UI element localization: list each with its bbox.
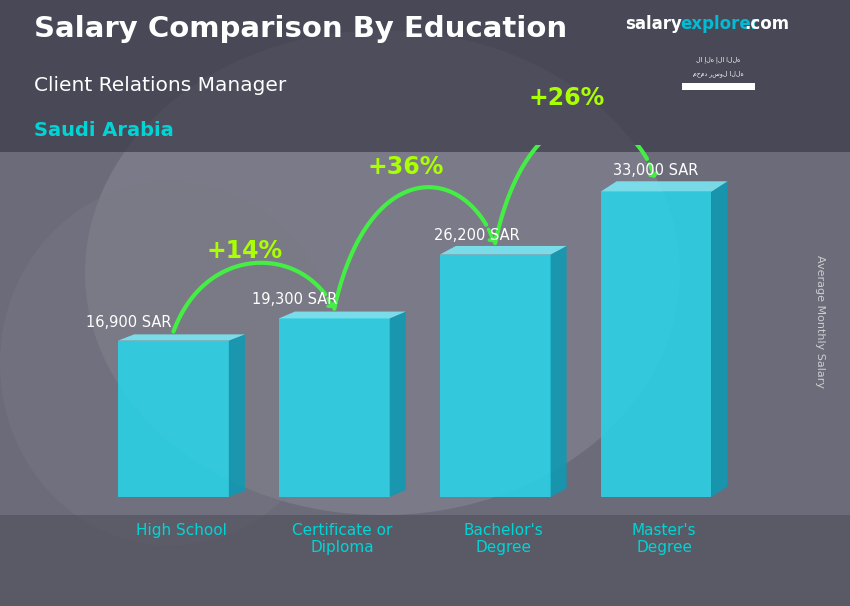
Polygon shape <box>279 318 389 497</box>
Text: Master's
Degree: Master's Degree <box>632 523 696 555</box>
Text: 19,300 SAR: 19,300 SAR <box>252 292 337 307</box>
Bar <box>0 515 850 606</box>
Text: Salary Comparison By Education: Salary Comparison By Education <box>34 15 567 43</box>
Bar <box>683 83 755 90</box>
Text: 33,000 SAR: 33,000 SAR <box>614 163 699 178</box>
Text: Average Monthly Salary: Average Monthly Salary <box>815 255 825 388</box>
Text: +14%: +14% <box>207 239 283 264</box>
Polygon shape <box>118 341 229 497</box>
Polygon shape <box>389 311 405 497</box>
Polygon shape <box>439 255 551 497</box>
Text: Bachelor's
Degree: Bachelor's Degree <box>463 523 543 555</box>
Text: لا إله إلا الله: لا إله إلا الله <box>696 57 741 64</box>
Text: .com: .com <box>745 15 790 33</box>
Text: +36%: +36% <box>367 155 444 179</box>
Polygon shape <box>711 181 728 497</box>
Text: Certificate or
Diploma: Certificate or Diploma <box>292 523 393 555</box>
Text: salary: salary <box>625 15 682 33</box>
Polygon shape <box>279 311 405 318</box>
Text: High School: High School <box>136 523 227 538</box>
Polygon shape <box>439 246 567 255</box>
Text: Saudi Arabia: Saudi Arabia <box>34 121 173 140</box>
Text: محمد رسول الله: محمد رسول الله <box>694 70 744 76</box>
Polygon shape <box>118 335 245 341</box>
Polygon shape <box>601 191 711 497</box>
Polygon shape <box>551 246 567 497</box>
Ellipse shape <box>85 30 680 515</box>
Polygon shape <box>229 335 245 497</box>
Ellipse shape <box>0 182 340 545</box>
Polygon shape <box>601 181 728 191</box>
Text: explorer: explorer <box>680 15 759 33</box>
Text: 16,900 SAR: 16,900 SAR <box>86 315 172 330</box>
Text: Client Relations Manager: Client Relations Manager <box>34 76 286 95</box>
Text: 26,200 SAR: 26,200 SAR <box>434 228 520 244</box>
Text: +26%: +26% <box>529 86 604 110</box>
Bar <box>0 0 850 152</box>
